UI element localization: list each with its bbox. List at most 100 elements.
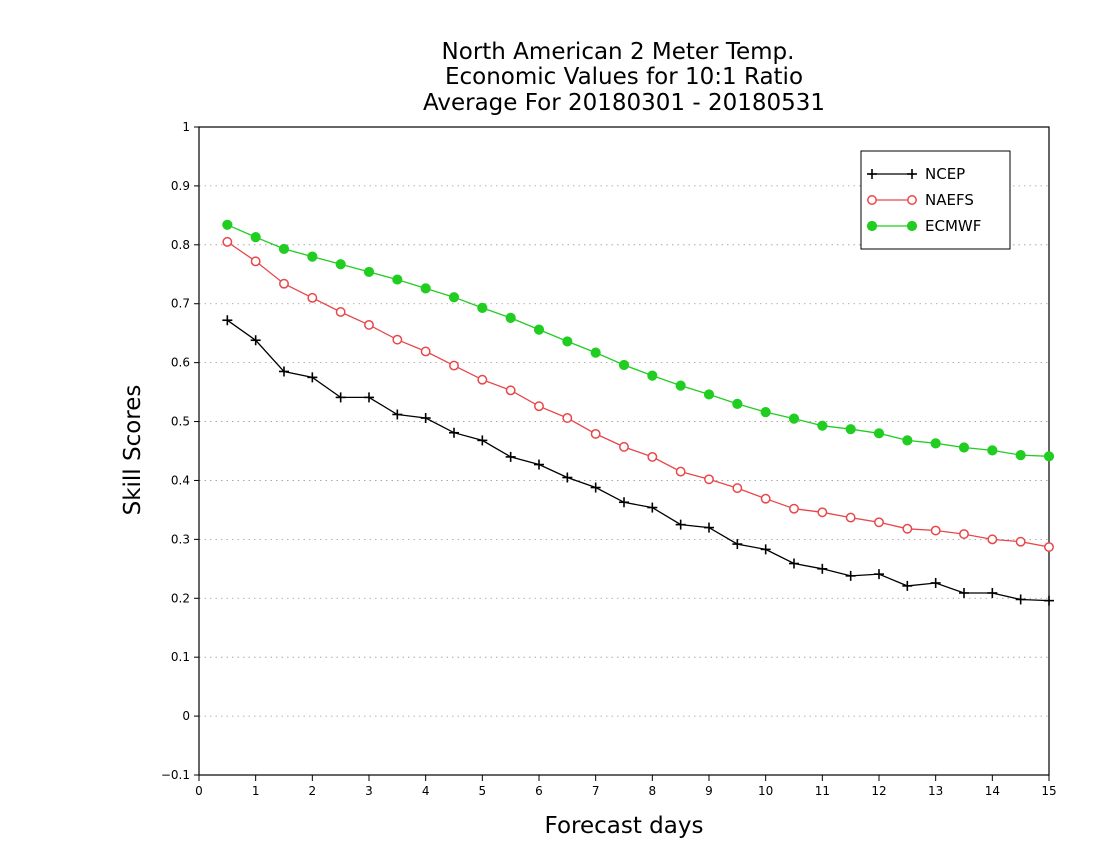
data-point-ncep [760, 544, 771, 555]
data-point-ncep [279, 366, 289, 377]
data-point-ncep [364, 392, 374, 403]
data-point-ecmwf [533, 324, 545, 335]
chart-title-line-3: Average For 20180301 - 20180531 [423, 90, 825, 116]
data-point-naefs [505, 385, 516, 396]
data-point-naefs [477, 374, 488, 385]
data-point-ecmwf [1043, 451, 1055, 462]
data-point-ncep [704, 522, 714, 533]
data-point-ecmwf [760, 407, 771, 418]
data-point-naefs [817, 507, 828, 518]
data-point-naefs [845, 512, 856, 523]
data-point-ecmwf [250, 232, 261, 243]
data-point-ncep [449, 427, 459, 438]
legend-label-naefs: NAEFS [925, 191, 974, 209]
series-ecmwf [222, 219, 1055, 462]
data-point-ecmwf [873, 428, 885, 439]
legend-marker-ecmwf [866, 220, 878, 232]
y-tick-label: 0.7 [171, 297, 190, 311]
data-point-ecmwf [618, 359, 630, 371]
data-point-naefs [704, 474, 714, 485]
y-tick-label: 0.9 [171, 179, 190, 193]
data-point-naefs [1015, 536, 1026, 547]
chart-title-line-2: Economic Values for 10:1 Ratio [445, 64, 803, 90]
series-ncep [222, 315, 1054, 606]
legend-marker-naefs [907, 195, 917, 205]
data-point-naefs [222, 236, 233, 247]
data-point-naefs [987, 534, 998, 545]
data-point-naefs [760, 493, 771, 504]
data-point-ncep [392, 409, 403, 420]
y-tick-label: −0.1 [161, 768, 190, 782]
x-tick-label: 1 [252, 784, 260, 798]
data-point-naefs [449, 360, 459, 371]
data-point-ecmwf [590, 347, 601, 358]
data-point-naefs [619, 441, 629, 452]
data-point-ecmwf [675, 380, 686, 391]
data-point-ecmwf [278, 243, 290, 255]
data-point-ecmwf [363, 266, 375, 278]
data-point-ncep [222, 315, 233, 326]
x-tick-label: 8 [649, 784, 657, 798]
legend-label-ncep: NCEP [925, 165, 965, 183]
series-layer [222, 219, 1055, 606]
data-point-ncep [902, 580, 913, 591]
data-point-ncep [335, 392, 346, 403]
data-point-naefs [534, 401, 544, 412]
data-point-naefs [364, 319, 374, 330]
chart-title: North American 2 Meter Temp. Economic Va… [423, 39, 825, 116]
x-tick-label: 5 [479, 784, 487, 798]
legend-marker-ncep [907, 169, 917, 179]
y-tick-label: 0.1 [171, 650, 190, 664]
plot-area [198, 126, 1050, 776]
data-point-ecmwf [703, 389, 715, 400]
chart-title-line-1: North American 2 Meter Temp. [442, 39, 795, 65]
x-tick-label: 9 [705, 784, 713, 798]
x-axis-label: Forecast days [545, 813, 704, 839]
data-point-ecmwf [222, 219, 233, 230]
data-point-ncep [789, 558, 799, 569]
data-point-ncep [505, 451, 516, 462]
legend-label-ecmwf: ECMWF [925, 217, 981, 235]
data-point-ncep [845, 570, 856, 581]
data-point-naefs [789, 503, 799, 514]
data-point-ncep [562, 472, 573, 483]
legend: NCEP NAEFS ECMWF [860, 150, 1011, 250]
data-point-naefs [250, 256, 261, 267]
data-point-ecmwf [335, 259, 346, 270]
y-tick-label: 0.3 [171, 532, 190, 546]
data-point-ncep [420, 413, 431, 424]
y-tick-label: 0.5 [171, 415, 190, 429]
data-point-naefs [392, 334, 403, 345]
data-point-naefs [675, 466, 686, 477]
series-line-naefs [226, 241, 1050, 548]
data-point-ncep [647, 502, 658, 513]
data-point-ncep [732, 539, 743, 550]
x-tick-label: 13 [928, 784, 943, 798]
data-point-naefs [732, 483, 743, 494]
x-tick-label: 0 [195, 784, 203, 798]
data-point-ecmwf [930, 438, 941, 449]
x-tick-label: 7 [592, 784, 600, 798]
x-tick-label: 14 [985, 784, 1000, 798]
data-point-ecmwf [732, 398, 743, 409]
x-axis: 0 1 2 3 4 5 6 7 8 9 10 11 12 13 14 15 [195, 775, 1057, 798]
y-tick-label: 0.8 [171, 238, 190, 252]
x-tick-label: 11 [815, 784, 830, 798]
data-point-ncep [1044, 595, 1054, 606]
legend-marker-naefs [867, 195, 877, 205]
data-point-ecmwf [845, 424, 856, 435]
data-point-ecmwf [448, 292, 460, 303]
x-tick-label: 12 [871, 784, 886, 798]
data-point-ecmwf [958, 442, 970, 453]
data-point-naefs [335, 307, 346, 317]
data-point-naefs [1044, 542, 1054, 552]
data-point-ecmwf [477, 302, 488, 313]
data-point-ecmwf [392, 274, 403, 285]
y-tick-label: 1 [182, 120, 190, 134]
y-axis: −0.1 0 0.1 0.2 0.3 0.4 0.5 0.6 0.7 0.8 0.9 1 [161, 120, 199, 782]
data-point-naefs [562, 413, 573, 423]
y-tick-label: 0.4 [171, 473, 190, 487]
data-point-ecmwf [420, 283, 431, 294]
data-point-ncep [619, 497, 629, 508]
data-point-ncep [250, 335, 261, 346]
